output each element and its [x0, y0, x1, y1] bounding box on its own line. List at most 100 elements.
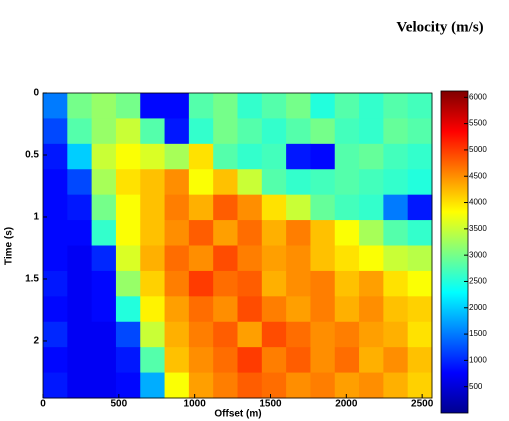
heat-cell	[213, 245, 238, 272]
heat-cell	[115, 245, 141, 272]
colorbar-tick-label: 500	[469, 382, 483, 391]
heat-cell	[91, 143, 117, 170]
heat-cell	[213, 296, 238, 323]
y-axis-label: Time (s)	[4, 227, 15, 265]
heat-cell	[140, 270, 166, 297]
heat-cell	[261, 372, 287, 399]
heat-cell	[164, 321, 190, 348]
heat-cell	[334, 143, 360, 170]
heat-cell	[359, 93, 384, 119]
heat-cell	[359, 169, 384, 196]
heat-cell	[188, 143, 214, 170]
heat-cell	[188, 245, 214, 272]
heat-cell	[261, 296, 287, 323]
heat-cell	[359, 270, 384, 297]
heat-cell	[91, 93, 117, 119]
heat-cell	[213, 93, 238, 119]
heat-cell	[67, 194, 93, 221]
heat-cell	[383, 270, 409, 297]
heat-cell	[261, 118, 287, 145]
heat-cell	[188, 118, 214, 145]
heat-cell	[286, 118, 311, 145]
heat-cell	[237, 118, 263, 145]
colorbar-tick-label: 1000	[469, 355, 487, 364]
heat-cell	[91, 321, 117, 348]
heat-cell	[213, 143, 238, 170]
heat-cell	[383, 347, 409, 374]
heat-cell	[407, 93, 433, 119]
heat-cell	[286, 194, 311, 221]
heat-cell	[383, 194, 409, 221]
heat-cell	[286, 296, 311, 323]
heat-cell	[164, 296, 190, 323]
heat-cell	[115, 347, 141, 374]
x-axis-label: Offset (m)	[214, 409, 261, 420]
heat-cell	[115, 143, 141, 170]
heat-cell	[67, 143, 93, 170]
heat-cell	[334, 321, 360, 348]
heat-cell	[67, 296, 93, 323]
heat-cell	[43, 347, 68, 374]
heat-cell	[261, 169, 287, 196]
heat-cell	[164, 169, 190, 196]
heat-cell	[115, 194, 141, 221]
heat-cell	[310, 220, 336, 246]
heat-cell	[188, 347, 214, 374]
colorbar-tick-label: 3500	[469, 224, 487, 233]
heat-cell	[334, 169, 360, 196]
heat-cell	[407, 321, 433, 348]
heat-cell	[383, 169, 409, 196]
heat-cell	[334, 296, 360, 323]
x-tick-label: 2000	[335, 399, 358, 410]
heat-cell	[140, 118, 166, 145]
heat-cell	[383, 245, 409, 272]
heat-cell	[286, 347, 311, 374]
heat-cell	[91, 118, 117, 145]
x-tick-label: 0	[40, 399, 46, 410]
heat-cell	[115, 93, 141, 119]
heat-cell	[91, 220, 117, 246]
heat-cell	[237, 372, 263, 399]
x-tick-label: 2500	[411, 399, 434, 410]
heat-cell	[140, 321, 166, 348]
heat-cell	[164, 143, 190, 170]
heat-cell	[359, 143, 384, 170]
heat-cell	[310, 143, 336, 170]
heat-cell	[383, 143, 409, 170]
heat-cell	[237, 321, 263, 348]
heat-cell	[164, 270, 190, 297]
heat-cell	[237, 143, 263, 170]
heat-cell	[286, 372, 311, 399]
heat-cell	[334, 270, 360, 297]
heat-cell	[140, 372, 166, 399]
heat-cell	[407, 118, 433, 145]
heat-cell	[310, 372, 336, 399]
heat-cell	[115, 169, 141, 196]
heat-cell	[67, 245, 93, 272]
heat-cell	[407, 296, 433, 323]
colorbar-tick-label: 3000	[469, 250, 487, 259]
colorbar-tick-label: 5500	[469, 119, 487, 128]
heat-cell	[67, 118, 93, 145]
heat-cell	[237, 296, 263, 323]
y-tick-label: 0	[33, 88, 39, 99]
heat-cell	[188, 321, 214, 348]
heat-cell	[286, 321, 311, 348]
heat-cell	[310, 194, 336, 221]
heat-cell	[310, 347, 336, 374]
heat-cell	[188, 372, 214, 399]
heat-cell	[310, 93, 336, 119]
heat-cell	[91, 372, 117, 399]
heat-cell	[140, 347, 166, 374]
heat-cell	[310, 270, 336, 297]
heat-cell	[164, 194, 190, 221]
heat-cell	[359, 372, 384, 399]
heat-cell	[213, 270, 238, 297]
y-tick-label: 1.5	[25, 274, 39, 285]
heat-cell	[67, 93, 93, 119]
heat-cell	[286, 143, 311, 170]
heat-cell	[188, 270, 214, 297]
heat-cell	[383, 296, 409, 323]
heat-cell	[334, 220, 360, 246]
heat-cell	[115, 296, 141, 323]
